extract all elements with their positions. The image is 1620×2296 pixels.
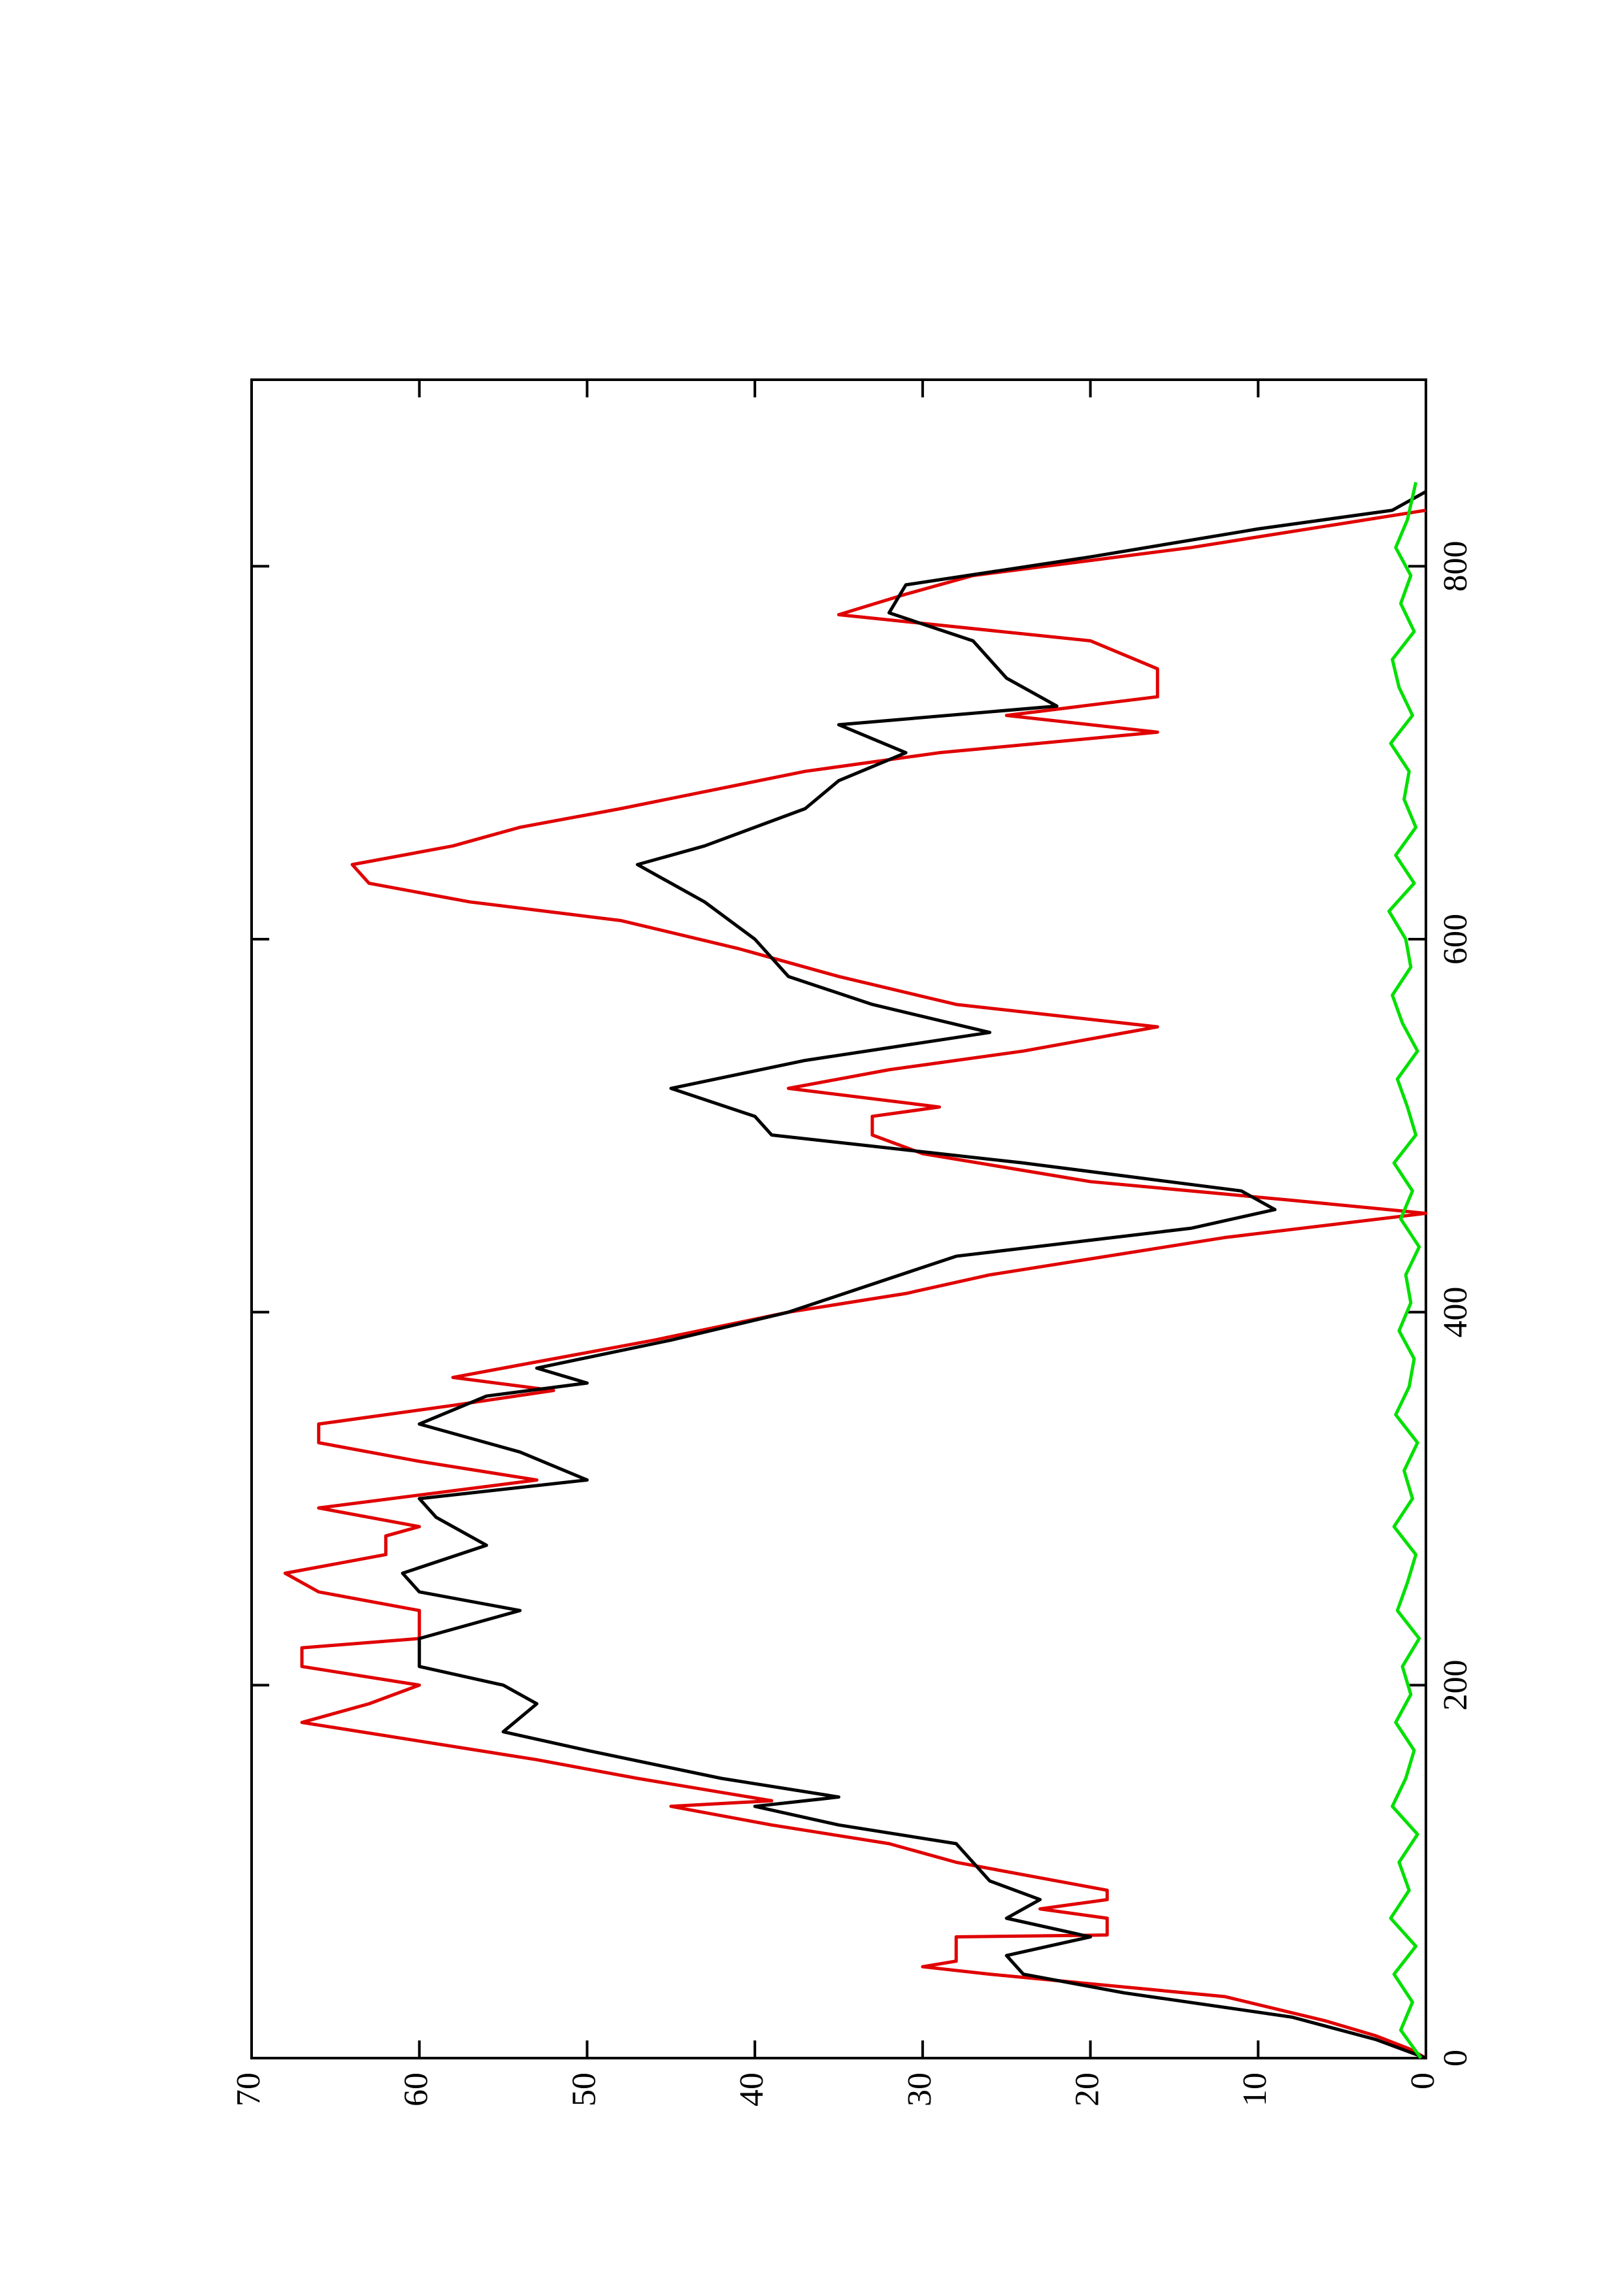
x-tick-label: 800 xyxy=(1437,541,1474,591)
y-tick-label: 40 xyxy=(733,2072,770,2106)
y-tick-label: 10 xyxy=(1236,2072,1274,2106)
x-tick-label: 600 xyxy=(1437,914,1474,965)
series-line xyxy=(1387,482,1423,2059)
y-tick-label: 20 xyxy=(1069,2072,1106,2106)
x-tick-label: 0 xyxy=(1437,2050,1474,2067)
x-tick-label: 200 xyxy=(1437,1659,1474,1710)
series-line xyxy=(401,490,1427,2060)
y-tick-label: 70 xyxy=(230,2072,267,2106)
series-line xyxy=(283,508,1428,2060)
y-tick-label: 50 xyxy=(565,2072,603,2106)
y-tick-label: 30 xyxy=(901,2072,938,2106)
x-tick-label: 400 xyxy=(1437,1287,1474,1338)
y-tick-label: 60 xyxy=(398,2072,435,2106)
plot-area: 0 200 400 600 800 0 10 20 30 40 50 60 70 xyxy=(230,378,1474,2106)
y-tick-label: 0 xyxy=(1404,2072,1442,2089)
frame xyxy=(250,378,1427,2059)
